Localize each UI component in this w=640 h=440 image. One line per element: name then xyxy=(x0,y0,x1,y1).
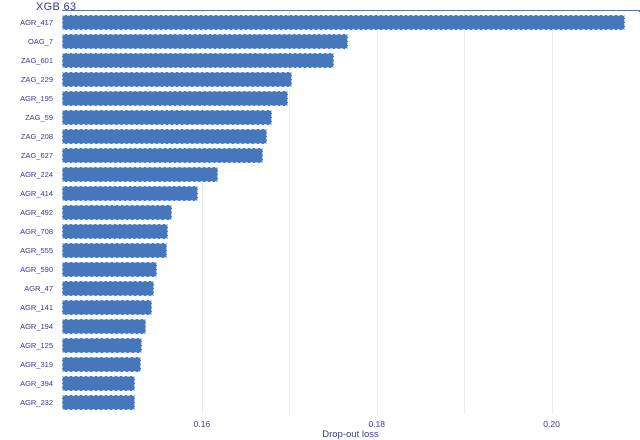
y-axis-label-AGR_47: AGR_47 xyxy=(24,284,53,293)
bar-ZAG_59 xyxy=(62,110,272,125)
gridline-0.18 xyxy=(377,11,378,414)
bar-AGR_414 xyxy=(62,186,198,201)
y-axis-label-ZAG_208: ZAG_208 xyxy=(20,132,53,141)
y-axis-label-AGR_194: AGR_194 xyxy=(20,322,53,331)
bar-AGR_319 xyxy=(62,357,141,372)
bar-AGR_224 xyxy=(62,167,218,182)
plot-area xyxy=(62,11,639,414)
y-axis-label-AGR_708: AGR_708 xyxy=(20,227,53,236)
y-axis-label-AGR_492: AGR_492 xyxy=(20,208,53,217)
x-tick-label-0.20: 0.20 xyxy=(543,419,560,429)
bar-AGR_708 xyxy=(62,224,168,239)
bar-AGR_194 xyxy=(62,319,146,334)
bar-OAG_7 xyxy=(62,34,348,49)
bar-AGR_417 xyxy=(62,15,625,30)
bar-AGR_195 xyxy=(62,91,288,106)
y-axis-label-ZAG_627: ZAG_627 xyxy=(20,151,53,160)
y-axis-label-AGR_224: AGR_224 xyxy=(20,170,53,179)
y-axis-label-AGR_590: AGR_590 xyxy=(20,265,53,274)
y-axis-label-ZAG_229: ZAG_229 xyxy=(20,75,53,84)
y-axis-label-AGR_195: AGR_195 xyxy=(20,94,53,103)
y-axis-label-AGR_414: AGR_414 xyxy=(20,189,53,198)
y-axis-label-AGR_141: AGR_141 xyxy=(20,303,53,312)
gridline-0.19 xyxy=(464,11,465,414)
x-axis-title: Drop-out loss xyxy=(322,429,379,440)
bar-AGR_125 xyxy=(62,338,142,353)
y-axis-label-ZAG_59: ZAG_59 xyxy=(25,113,53,122)
x-tick-label-0.18: 0.18 xyxy=(368,419,385,429)
bar-ZAG_601 xyxy=(62,53,334,68)
y-axis-label-AGR_319: AGR_319 xyxy=(20,360,53,369)
bar-AGR_47 xyxy=(62,281,154,296)
x-tick-label-0.16: 0.16 xyxy=(193,419,211,429)
y-axis-label-AGR_555: AGR_555 xyxy=(20,246,53,255)
bar-ZAG_229 xyxy=(62,72,292,87)
bar-ZAG_627 xyxy=(62,148,263,163)
gridline-0.16 xyxy=(202,11,203,414)
bar-AGR_141 xyxy=(62,300,152,315)
gridline-0.2 xyxy=(552,11,553,414)
bar-ZAG_208 xyxy=(62,129,267,144)
y-axis-label-AGR_394: AGR_394 xyxy=(20,379,53,388)
y-axis-label-OAG_7: OAG_7 xyxy=(27,37,53,46)
y-axis-label-AGR_125: AGR_125 xyxy=(20,341,53,350)
gridline-0.17 xyxy=(289,11,290,414)
y-axis-label-AGR_232: AGR_232 xyxy=(20,398,53,407)
bar-AGR_492 xyxy=(62,205,172,220)
bar-AGR_555 xyxy=(62,243,167,258)
bar-AGR_394 xyxy=(62,376,135,391)
y-axis-label-AGR_417: AGR_417 xyxy=(20,18,53,27)
bar-AGR_232 xyxy=(62,395,135,410)
bar-AGR_590 xyxy=(62,262,157,277)
y-axis-label-ZAG_601: ZAG_601 xyxy=(20,56,53,65)
